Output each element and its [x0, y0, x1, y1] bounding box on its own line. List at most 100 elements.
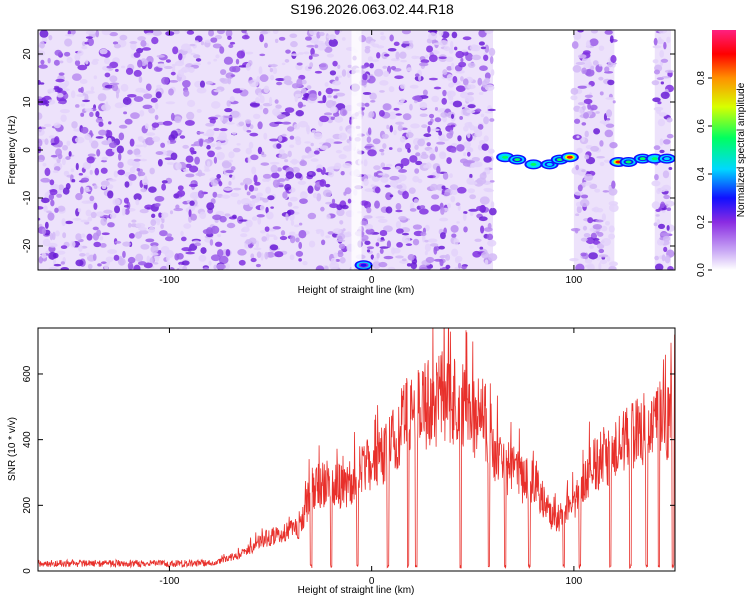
spectrogram-noise-cell — [660, 81, 665, 85]
spectrogram-noise-cell — [581, 122, 587, 126]
spectrogram-noise-cell — [38, 128, 45, 136]
spectrogram-noise-cell — [74, 136, 85, 144]
spectrogram-noise-cell — [582, 50, 591, 55]
spectrogram-noise-cell — [226, 100, 231, 107]
spectrogram-noise-cell — [90, 140, 99, 149]
spectrogram-noise-cell — [379, 148, 385, 153]
spectrogram-noise-cell — [335, 149, 343, 154]
spectrogram-noise-cell — [129, 166, 136, 174]
spectrogram-noise-cell — [443, 46, 451, 52]
spectrogram-noise-cell — [84, 41, 89, 45]
spectrogram-noise-cell — [481, 251, 490, 259]
spectrogram-noise-cell — [380, 31, 384, 35]
spectrogram-noise-cell — [47, 242, 58, 248]
spectrogram-noise-cell — [608, 187, 618, 196]
spectrogram-noise-cell — [262, 173, 272, 179]
spectrogram-noise-cell — [182, 265, 188, 270]
spectrogram-noise-cell — [595, 111, 600, 114]
chart-title: S196.2026.063.02.44.R18 — [290, 1, 454, 17]
spectrogram-noise-cell — [593, 128, 601, 135]
spectrogram-noise-cell — [651, 80, 660, 86]
spectrogram-noise-cell — [323, 112, 333, 116]
spectrogram-noise-cell — [584, 130, 589, 138]
spectrogram-noise-cell — [378, 261, 388, 268]
spectrogram-noise-cell — [569, 258, 579, 262]
spectrogram-noise-cell — [322, 189, 332, 197]
y-tick-label: 600 — [22, 365, 33, 382]
spectrogram-noise-cell — [276, 167, 282, 172]
spectrogram-noise-cell — [484, 167, 490, 171]
spectrogram-noise-cell — [396, 147, 403, 153]
spectrogram-noise-cell — [52, 231, 56, 241]
spectrogram-noise-cell — [214, 146, 222, 150]
spectrogram-noise-cell — [244, 183, 248, 191]
spectrogram-noise-cell — [178, 53, 183, 61]
spectrogram-noise-cell — [467, 92, 474, 96]
spectrogram-noise-cell — [363, 215, 373, 219]
spectrogram-noise-cell — [247, 59, 253, 66]
spectrogram-noise-cell — [298, 120, 308, 128]
spectrogram-noise-cell — [374, 186, 381, 194]
spectrogram-noise-cell — [269, 67, 274, 73]
spectrogram-noise-cell — [48, 135, 56, 139]
spectrogram-noise-cell — [363, 178, 369, 187]
spectrogram-noise-cell — [161, 218, 165, 224]
spectrogram-noise-cell — [328, 170, 335, 178]
spectrogram-noise-cell — [104, 72, 111, 78]
spectrogram-noise-cell — [154, 255, 161, 259]
spectrogram-noise-cell — [213, 264, 217, 270]
spectrogram-noise-cell — [338, 132, 348, 141]
spectrogram-noise-cell — [124, 181, 130, 188]
spectrogram-noise-cell — [303, 51, 310, 55]
x-tick-label: -100 — [159, 275, 179, 286]
spectrogram-noise-cell — [590, 65, 595, 71]
spectrogram-noise-cell — [65, 220, 74, 225]
spectrogram-noise-cell — [455, 50, 465, 59]
spectrogram-noise-cell — [574, 191, 584, 196]
spectrogram-noise-cell — [604, 220, 610, 226]
spectrogram-noise-cell — [476, 205, 486, 212]
spectrogram-noise-cell — [262, 197, 269, 203]
spectrogram-noise-cell — [74, 60, 81, 67]
spectrogram-noise-cell — [306, 44, 316, 48]
spectrogram-noise-cell — [244, 119, 252, 124]
spectrogram-noise-cell — [278, 153, 288, 160]
spectrogram-noise-cell — [223, 56, 234, 65]
spectrogram-noise-cell — [478, 92, 484, 96]
spectrogram-noise-cell — [56, 93, 64, 98]
spectrogram-noise-cell — [202, 267, 210, 270]
spectrogram-noise-cell — [125, 67, 134, 75]
spectrogram-noise-cell — [402, 113, 412, 121]
spectrogram-noise-cell — [308, 93, 318, 101]
spectrogram-noise-cell — [171, 63, 177, 67]
spectrogram-noise-cell — [150, 219, 157, 227]
spectrogram-noise-cell — [190, 143, 197, 147]
spectrogram-noise-cell — [379, 90, 385, 93]
spectrogram-noise-cell — [400, 157, 410, 167]
spectrogram-noise-cell — [450, 225, 459, 233]
spectrogram-noise-cell — [81, 177, 90, 183]
x-tick-label: 0 — [369, 275, 375, 286]
spectrogram-noise-cell — [658, 112, 668, 117]
spectrogram-noise-cell — [129, 41, 138, 44]
spectrogram-noise-cell — [225, 30, 233, 38]
spectrogram-noise-cell — [206, 144, 211, 150]
spectrogram-noise-cell — [577, 54, 587, 59]
spectrogram-noise-cell — [92, 232, 100, 241]
spectrogram-noise-cell — [255, 96, 260, 104]
spectrogram-noise-cell — [259, 74, 269, 83]
spectrogram-noise-cell — [299, 198, 308, 204]
spectrogram-noise-cell — [450, 41, 454, 49]
spectrogram-noise-cell — [59, 109, 70, 114]
spectrogram-noise-cell — [363, 201, 372, 209]
spectrogram-noise-cell — [278, 178, 286, 182]
spectrogram-noise-cell — [227, 35, 232, 41]
spectrogram-noise-cell — [598, 76, 604, 81]
spectrogram-noise-cell — [190, 150, 195, 155]
spectrogram-noise-cell — [324, 46, 333, 53]
spectrogram-noise-cell — [423, 133, 432, 138]
spectrogram-noise-cell — [411, 55, 418, 60]
spectrogram-noise-cell — [114, 102, 125, 109]
spectrogram-noise-cell — [228, 151, 235, 159]
